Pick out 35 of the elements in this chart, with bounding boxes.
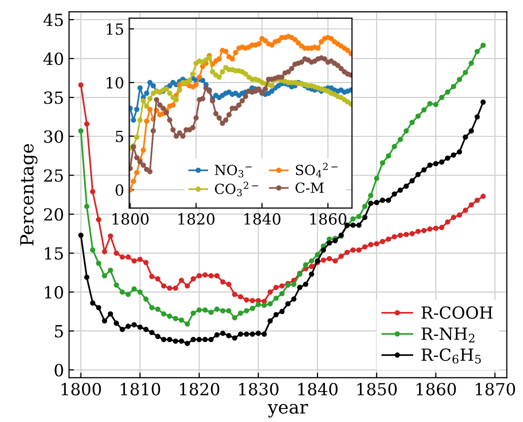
legend-label: C-M bbox=[296, 182, 324, 193]
legend-label: R-C$_{6}$H$_{5}$ bbox=[422, 348, 481, 364]
x-tick-label: 1810 bbox=[120, 382, 160, 396]
x-tick-label: 1820 bbox=[178, 213, 215, 225]
legend-label: R-NH$_{2}$ bbox=[422, 328, 474, 342]
x-tick-label: 1870 bbox=[476, 382, 516, 396]
y-tick-label: 10 bbox=[106, 76, 124, 89]
y-tick-label: 5 bbox=[54, 325, 63, 338]
y-tick-label: 45 bbox=[43, 14, 63, 26]
legend-label: R-COOH bbox=[422, 306, 493, 319]
x-tick-label: 1840 bbox=[298, 382, 338, 396]
y-tick-label: 0 bbox=[54, 364, 64, 376]
x-tick-label: 1800 bbox=[62, 382, 101, 396]
x-tick-label: 1830 bbox=[239, 382, 278, 396]
y-tick-label: 40 bbox=[43, 52, 64, 66]
legend-label: CO$_{3}$$^{2−}$ bbox=[214, 182, 258, 196]
y-tick-label: 5 bbox=[116, 130, 124, 142]
y-tick-label: 15 bbox=[45, 247, 63, 260]
y-tick-label: 0 bbox=[116, 184, 124, 196]
x-tick-label: 1840 bbox=[244, 213, 280, 225]
legend-label: NO$_{3}$$^{−}$ bbox=[214, 164, 252, 178]
x-tick-label: 1800 bbox=[112, 213, 149, 225]
y-tick-label: 15 bbox=[106, 23, 124, 35]
y-tick-label: 20 bbox=[44, 208, 64, 221]
y-tick-label: 10 bbox=[45, 286, 64, 299]
y-tick-label: 30 bbox=[44, 130, 64, 143]
x-axis-title: year bbox=[268, 404, 308, 418]
y-tick-label: 35 bbox=[44, 91, 63, 104]
x-tick-label: 1860 bbox=[310, 213, 346, 225]
legend-label: SO$_{4}$$^{2−}$ bbox=[296, 162, 338, 178]
x-tick-label: 1820 bbox=[180, 382, 220, 396]
x-tick-label: 1850 bbox=[357, 382, 397, 396]
y-axis-title: Percentage bbox=[20, 144, 38, 246]
y-tick-label: 25 bbox=[44, 169, 63, 182]
x-tick-label: 1860 bbox=[416, 382, 456, 396]
